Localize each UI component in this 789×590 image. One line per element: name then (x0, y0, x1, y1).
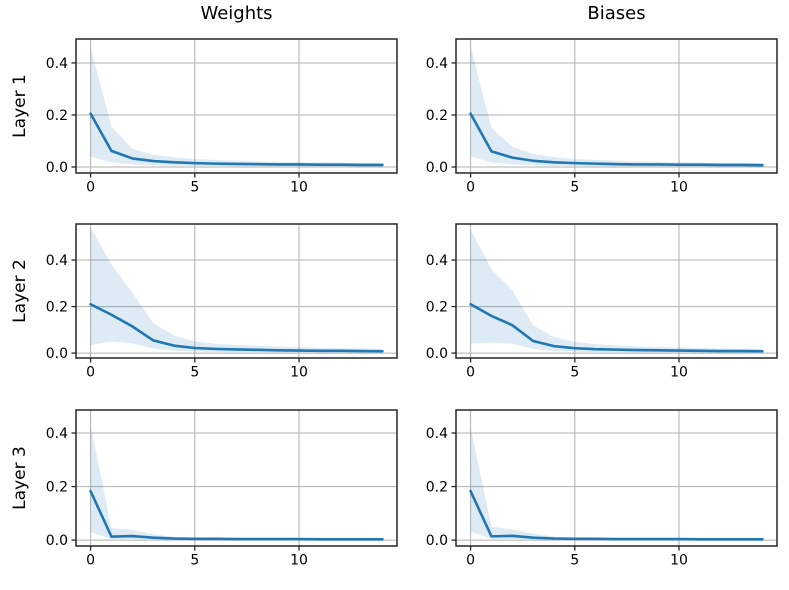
axes-frame (75, 223, 398, 359)
y-tick-label: 0.0 (426, 533, 448, 549)
y-tick-label: 0.4 (46, 253, 68, 269)
confidence-band (90, 47, 383, 167)
x-tick-label: 10 (290, 180, 308, 196)
row-label-layer1: Layer 1 (10, 74, 30, 138)
confidence-band (470, 427, 763, 540)
axes-frame (75, 38, 398, 174)
axes-frame (455, 223, 778, 359)
y-tick-label: 0.4 (426, 56, 448, 72)
x-tick-label: 5 (190, 365, 199, 381)
x-tick-label: 0 (86, 180, 95, 196)
y-tick-label: 0.2 (426, 480, 448, 496)
y-tick-label: 0.2 (46, 480, 68, 496)
x-tick-label: 0 (466, 365, 475, 381)
y-tick-label: 0.0 (46, 346, 68, 362)
x-tick-label: 0 (86, 553, 95, 569)
axes-frame (455, 409, 778, 547)
y-tick-label: 0.0 (426, 346, 448, 362)
mean-line (89, 112, 384, 167)
confidence-band (90, 227, 383, 353)
x-tick-label: 5 (190, 180, 199, 196)
axes-frame (75, 409, 398, 547)
x-tick-label: 0 (86, 365, 95, 381)
x-tick-label: 10 (670, 365, 688, 381)
x-tick-label: 10 (290, 365, 308, 381)
column-title-weights: Weights (200, 3, 273, 24)
x-tick-label: 0 (466, 180, 475, 196)
subplot-layer2-biases: 0 5 10 0.0 0.2 0.4 (426, 223, 778, 381)
x-tick-label: 5 (570, 365, 579, 381)
y-tick-label: 0.2 (46, 108, 68, 124)
confidence-band (90, 424, 383, 540)
y-tick-label: 0.4 (46, 426, 68, 442)
y-tick-label: 0.4 (426, 426, 448, 442)
subplot-layer3-weights: 0 5 10 0.0 0.2 0.4 (46, 409, 398, 569)
x-tick-label: 10 (290, 553, 308, 569)
subplot-layer1-biases: 0 5 10 0.0 0.2 0.4 (426, 38, 778, 196)
row-label-layer2: Layer 2 (10, 259, 30, 323)
x-tick-label: 10 (670, 553, 688, 569)
y-tick-label: 0.2 (426, 300, 448, 316)
row-label-layer3: Layer 3 (10, 446, 30, 510)
y-tick-label: 0.0 (46, 533, 68, 549)
y-tick-label: 0.2 (426, 108, 448, 124)
subplot-layer3-biases: 0 5 10 0.0 0.2 0.4 (426, 409, 778, 569)
mean-line (89, 302, 384, 353)
mean-line (469, 489, 764, 541)
y-tick-label: 0.2 (46, 300, 68, 316)
mean-line (89, 489, 384, 541)
x-tick-label: 5 (570, 553, 579, 569)
confidence-band (470, 229, 763, 353)
y-tick-label: 0.0 (46, 160, 68, 176)
subplot-layer2-weights: 0 5 10 0.0 0.2 0.4 (46, 223, 398, 381)
confidence-band (470, 46, 763, 167)
mean-line (469, 302, 764, 353)
axes-frame (455, 38, 778, 174)
column-title-biases: Biases (587, 3, 646, 24)
y-tick-label: 0.4 (46, 56, 68, 72)
x-tick-label: 5 (570, 180, 579, 196)
subplot-layer1-weights: 0 5 10 0.0 0.2 0.4 (46, 38, 398, 196)
x-tick-label: 10 (670, 180, 688, 196)
y-tick-label: 0.4 (426, 253, 448, 269)
x-tick-label: 5 (190, 553, 199, 569)
y-tick-label: 0.0 (426, 160, 448, 176)
mean-line (469, 112, 764, 167)
x-tick-label: 0 (466, 553, 475, 569)
